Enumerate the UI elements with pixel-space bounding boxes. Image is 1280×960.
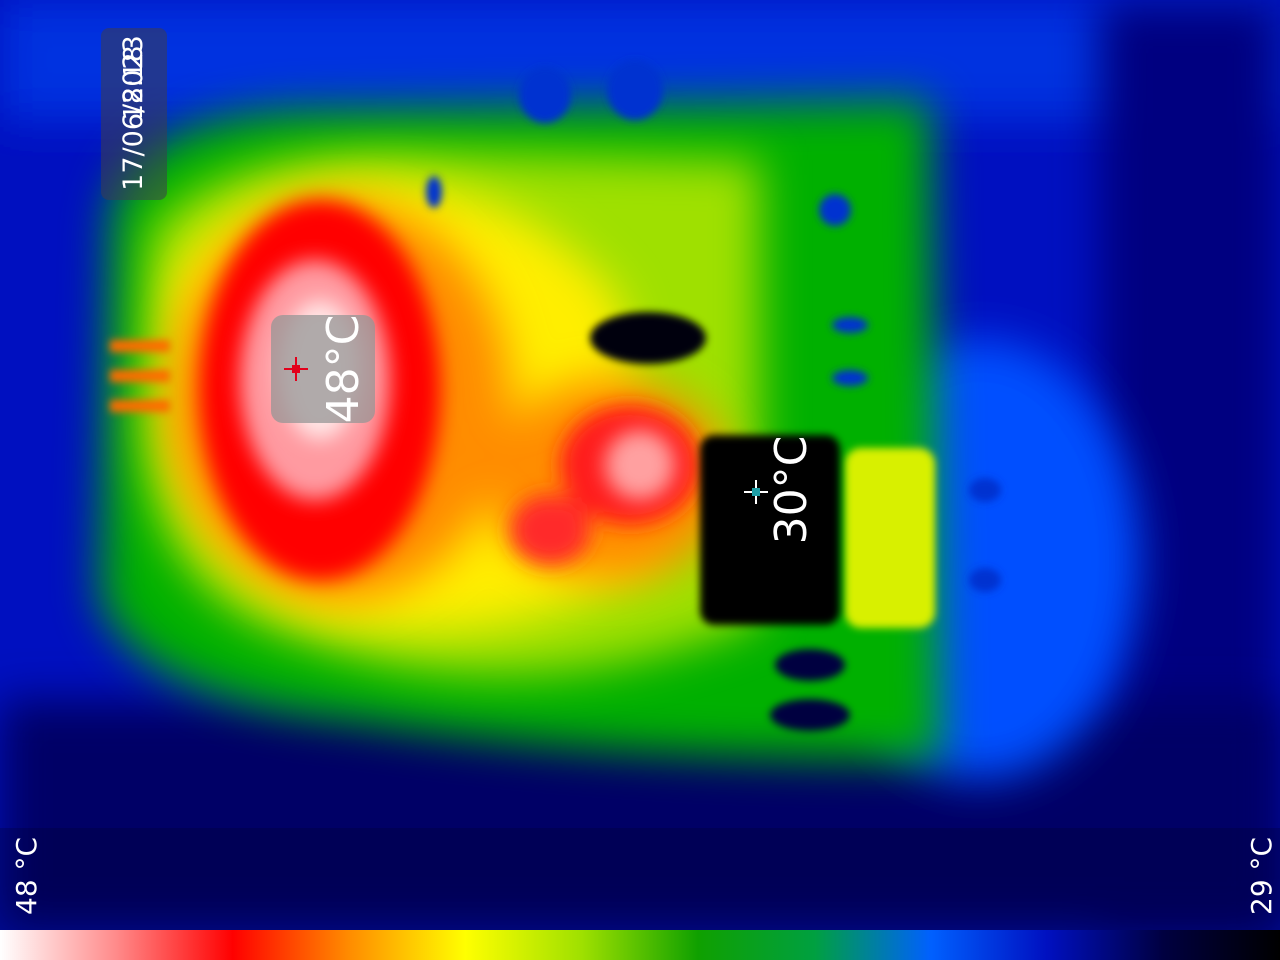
hot-spot-temperature: 48°C bbox=[318, 314, 369, 424]
timestamp-box: 18:18 17/06/2023 bbox=[101, 28, 167, 200]
color-scale-bar bbox=[0, 930, 1280, 960]
crosshair-icon bbox=[284, 357, 308, 381]
scale-min-label: 29 °C bbox=[1245, 836, 1278, 915]
date-label: 17/06/2023 bbox=[118, 35, 149, 191]
cold-spot-temperature: 30°C bbox=[766, 435, 817, 545]
thermal-image bbox=[0, 0, 1280, 930]
crosshair-icon bbox=[744, 480, 768, 504]
scale-max-label: 48 °C bbox=[10, 836, 43, 915]
scale-label-band bbox=[0, 828, 1280, 930]
